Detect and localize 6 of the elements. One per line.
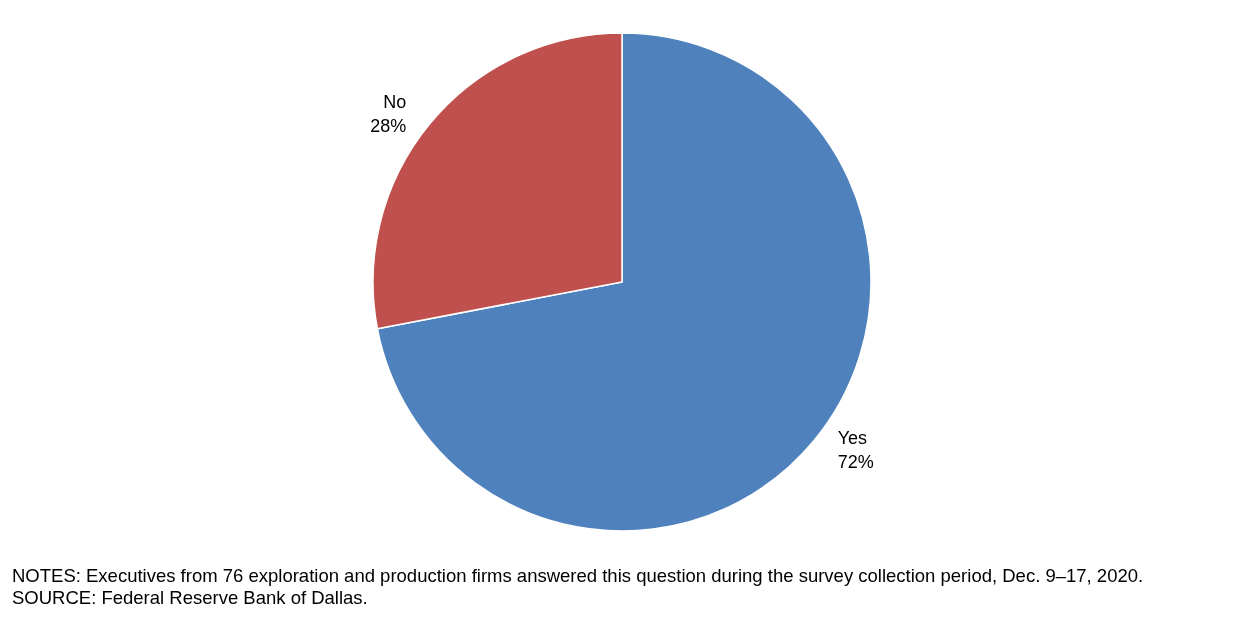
data-label: 72% (837, 451, 874, 472)
slice-label: Yes (837, 427, 868, 448)
data-label: 28% (370, 116, 407, 137)
slice-label: No (383, 92, 407, 113)
source-note: SOURCE: Federal Reserve Bank of Dallas. (12, 586, 368, 608)
text: NOTES: Executives from 76 exploration and production firms answered this question during the survey collection period, Dec. 9–17, 2020. (12, 564, 1144, 586)
